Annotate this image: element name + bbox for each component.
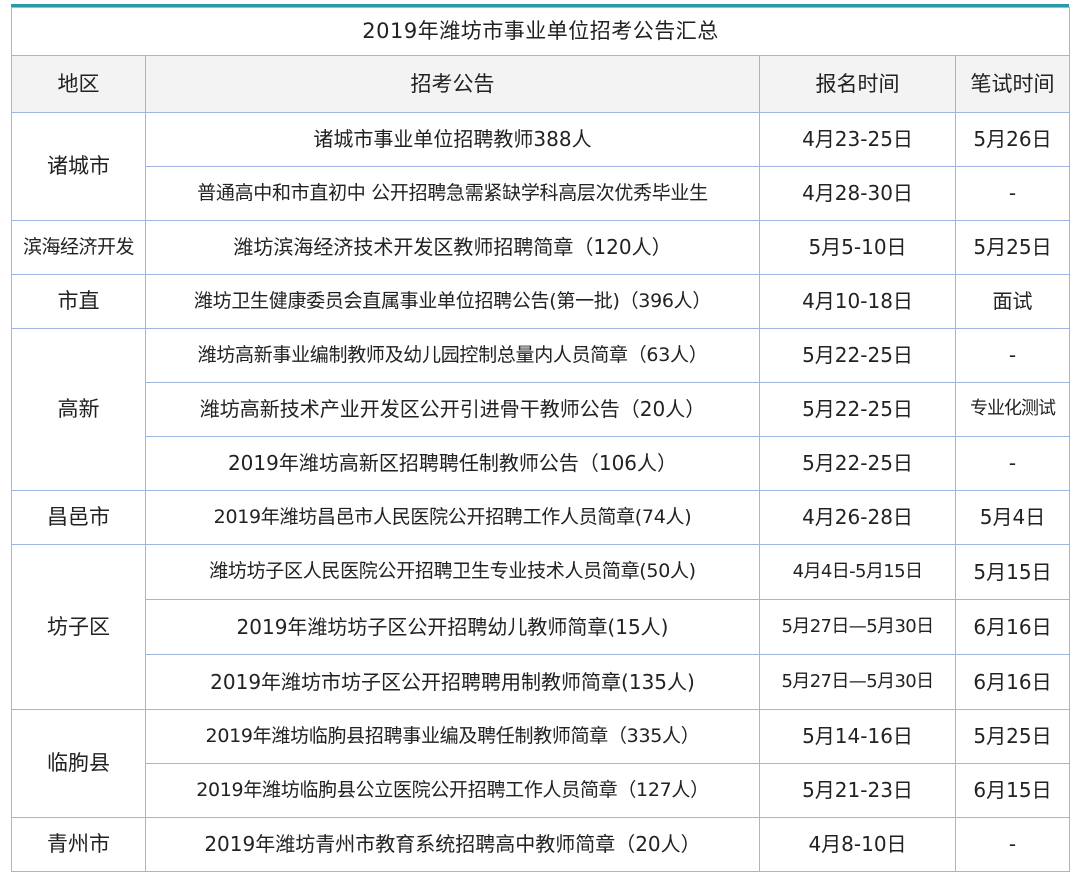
column-header-exam: 笔试时间 [954,55,1071,113]
exam-date: - [954,166,1071,221]
table-row: 2019年潍坊市坊子区公开招聘聘用制教师简章(135人) 5月27日—5月30日… [12,654,1071,710]
region-cell: 滨海经济开发 [11,220,146,275]
exam-date: 5月4日 [954,490,1071,545]
notice-link[interactable]: 潍坊坊子区人民医院公开招聘卫生专业技术人员简章(50人) [145,544,760,600]
region-cell: 坊子区 [11,544,146,710]
signup-date: 4月26-28日 [759,490,956,545]
signup-date: 4月23-25日 [759,112,956,167]
notice-table-container: 2019年潍坊市事业单位招考公告汇总 地区 招考公告 报名时间 笔试时间 诸城市… [10,4,1071,872]
table-row: 2019年潍坊高新区招聘聘任制教师公告（106人） 5月22-25日 - [12,436,1071,491]
notice-link[interactable]: 潍坊高新技术产业开发区公开引进骨干教师公告（20人） [145,382,760,437]
notice-link[interactable]: 2019年潍坊市坊子区公开招聘聘用制教师简章(135人) [145,654,760,710]
column-header-signup: 报名时间 [759,55,956,113]
region-cell: 高新 [11,328,146,491]
table-row: 2019年潍坊坊子区公开招聘幼儿教师简章(15人) 5月27日—5月30日 6月… [12,599,1071,655]
exam-date: 面试 [954,274,1071,329]
column-header-notice: 招考公告 [145,55,760,113]
exam-date: 专业化测试 [954,382,1071,437]
column-header-region: 地区 [11,55,146,113]
region-cell: 诸城市 [11,112,146,221]
table-row: 普通高中和市直初中 公开招聘急需紧缺学科高层次优秀毕业生 4月28-30日 - [12,166,1071,221]
exam-date: - [954,436,1071,491]
table-row: 市直 潍坊卫生健康委员会直属事业单位招聘公告(第一批)（396人） 4月10-1… [11,274,1071,329]
table-row: 临朐县 2019年潍坊临朐县招聘事业编及聘任制教师简章（335人） 5月14-1… [11,709,1071,818]
table-row: 青州市 2019年潍坊青州市教育系统招聘高中教师简章（20人） 4月8-10日 … [11,817,1071,872]
signup-date: 5月27日—5月30日 [759,599,956,655]
table-row: 滨海经济开发 潍坊滨海经济技术开发区教师招聘简章（120人） 5月5-10日 5… [11,220,1071,275]
region-cell: 市直 [11,274,146,329]
notice-link[interactable]: 潍坊高新事业编制教师及幼儿园控制总量内人员简章（63人） [145,328,760,383]
notice-link[interactable]: 潍坊滨海经济技术开发区教师招聘简章（120人） [145,220,760,275]
exam-date: 5月25日 [954,709,1071,764]
table-row: 2019年潍坊临朐县公立医院公开招聘工作人员简章（127人） 5月21-23日 … [12,763,1071,818]
table-row: 昌邑市 2019年潍坊昌邑市人民医院公开招聘工作人员简章(74人) 4月26-2… [11,490,1071,545]
notice-link[interactable]: 2019年潍坊坊子区公开招聘幼儿教师简章(15人) [145,599,760,655]
notice-link[interactable]: 普通高中和市直初中 公开招聘急需紧缺学科高层次优秀毕业生 [145,166,760,221]
exam-date: 6月16日 [954,599,1071,655]
table-row: 坊子区 潍坊坊子区人民医院公开招聘卫生专业技术人员简章(50人) 4月4日-5月… [11,544,1071,710]
notice-link[interactable]: 潍坊卫生健康委员会直属事业单位招聘公告(第一批)（396人） [145,274,760,329]
signup-date: 5月14-16日 [759,709,956,764]
signup-date: 4月28-30日 [759,166,956,221]
notice-link[interactable]: 2019年潍坊青州市教育系统招聘高中教师简章（20人） [145,817,760,872]
table-title-row: 2019年潍坊市事业单位招考公告汇总 [10,7,1071,56]
region-cell: 青州市 [11,817,146,872]
signup-date: 5月22-25日 [759,328,956,383]
signup-date: 5月27日—5月30日 [759,654,956,710]
region-cell: 昌邑市 [11,490,146,545]
signup-date: 5月5-10日 [759,220,956,275]
notice-link[interactable]: 2019年潍坊高新区招聘聘任制教师公告（106人） [145,436,760,491]
exam-date: 5月25日 [954,220,1071,275]
exam-date: 5月26日 [954,112,1071,167]
signup-date: 5月22-25日 [759,436,956,491]
signup-date: 5月22-25日 [759,382,956,437]
table-header-row: 地区 招考公告 报名时间 笔试时间 [11,55,1071,113]
notice-link[interactable]: 2019年潍坊临朐县公立医院公开招聘工作人员简章（127人） [145,763,760,818]
signup-date: 5月21-23日 [759,763,956,818]
notice-link[interactable]: 诸城市事业单位招聘教师388人 [145,112,760,167]
table-row: 潍坊高新技术产业开发区公开引进骨干教师公告（20人） 5月22-25日 专业化测… [12,382,1071,437]
announcement-summary-table: 2019年潍坊市事业单位招考公告汇总 地区 招考公告 报名时间 笔试时间 诸城市… [10,7,1071,872]
exam-date: 6月16日 [954,654,1071,710]
exam-date: - [954,328,1071,383]
signup-date: 4月10-18日 [759,274,956,329]
signup-date: 4月8-10日 [759,817,956,872]
signup-date: 4月4日-5月15日 [759,544,956,600]
region-cell: 临朐县 [11,709,146,818]
notice-link[interactable]: 2019年潍坊临朐县招聘事业编及聘任制教师简章（335人） [145,709,760,764]
exam-date: 6月15日 [954,763,1071,818]
table-title: 2019年潍坊市事业单位招考公告汇总 [10,7,1071,56]
exam-date: 5月15日 [954,544,1071,600]
table-row: 诸城市 诸城市事业单位招聘教师388人 4月23-25日 5月26日 [11,112,1071,221]
table-row: 高新 潍坊高新事业编制教师及幼儿园控制总量内人员简章（63人） 5月22-25日… [11,328,1071,491]
notice-link[interactable]: 2019年潍坊昌邑市人民医院公开招聘工作人员简章(74人) [145,490,760,545]
exam-date: - [954,817,1071,872]
